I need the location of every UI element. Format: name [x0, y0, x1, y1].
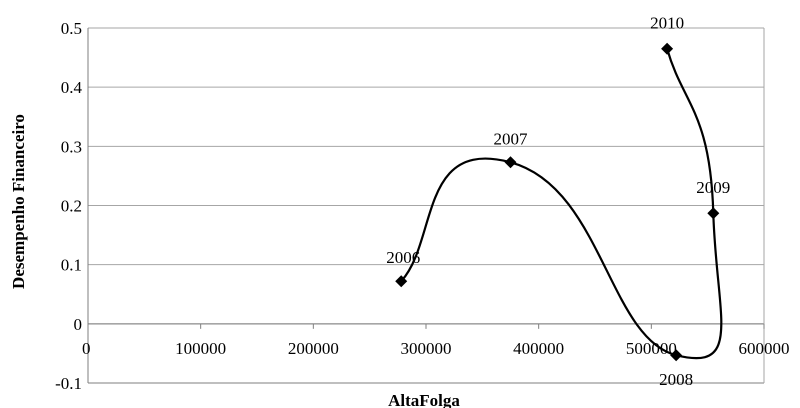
- y-tick-label: 0.4: [61, 78, 83, 97]
- x-tick-label: 0: [82, 339, 91, 358]
- x-tick-label: 200000: [288, 339, 339, 358]
- marker-layer: [395, 42, 720, 362]
- label-layer: 2006 2007 2008 2009 2010: [386, 14, 730, 389]
- data-point-marker: [707, 207, 720, 220]
- data-point-marker: [670, 349, 683, 362]
- y-tick-label: 0.2: [61, 197, 82, 216]
- y-tick-label: 0.1: [61, 256, 82, 275]
- data-point-label: 2007: [494, 129, 529, 148]
- y-tick-label: -0.1: [55, 374, 82, 393]
- data-point-marker: [661, 42, 674, 55]
- x-tick-label: 600000: [739, 339, 790, 358]
- x-axis-title: AltaFolga: [388, 391, 460, 408]
- data-point-label: 2008: [659, 370, 693, 389]
- y-axis-title: Desempenho Financeiro: [9, 114, 28, 289]
- data-point-marker: [395, 275, 408, 288]
- y-tick-label: 0: [74, 315, 83, 334]
- data-point-marker: [504, 156, 517, 169]
- x-tick-label: 300000: [401, 339, 452, 358]
- y-tick-label: 0.5: [61, 19, 82, 38]
- x-tick-label: 400000: [513, 339, 564, 358]
- x-tick-label: 100000: [175, 339, 226, 358]
- series-line: [400, 48, 723, 360]
- y-tick-label: 0.3: [61, 137, 82, 156]
- data-point-label: 2009: [696, 178, 730, 197]
- grid-layer: [88, 27, 764, 325]
- curve-layer: [400, 48, 723, 360]
- tick-layer: -0.100.10.20.30.40.50 100000 200000 300000 4…: [55, 19, 789, 393]
- data-point-label: 2010: [650, 14, 684, 33]
- x-tick-label: 500000: [626, 339, 677, 358]
- data-point-label: 2006: [386, 248, 420, 267]
